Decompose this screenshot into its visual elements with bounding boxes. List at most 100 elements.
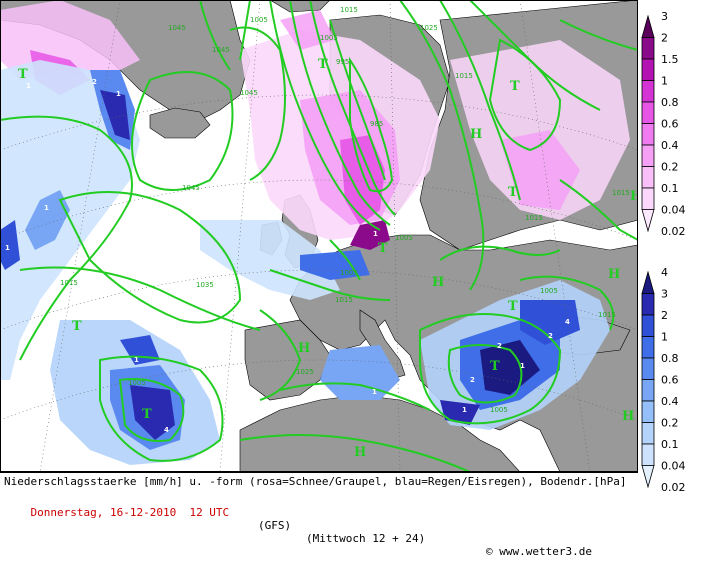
svg-text:2: 2	[92, 78, 97, 86]
high-pressure-center: H	[298, 341, 310, 356]
intensity-markers: 1 2 1 1 1 1 4 1 1 1 2 2 2 4 1 1	[5, 78, 570, 434]
rain-color-scale: 4 3 2 1 0.8 0.6 0.4 0.2 0.1 0.04 0.02	[640, 268, 704, 500]
rain-scale-swatch	[641, 443, 655, 466]
snow-scale-label: 1.5	[661, 53, 679, 66]
pressure-label: 1005	[340, 269, 358, 277]
isobars	[0, 0, 638, 472]
svg-text:1: 1	[5, 244, 10, 252]
low-pressure-center: T	[142, 407, 152, 422]
snow-scale-label: 0.02	[661, 225, 686, 238]
high-pressure-center: H	[630, 189, 638, 204]
snow-color-scale: 3 2 1.5 1 0.8 0.6 0.4 0.2 0.1 0.04 0.02	[640, 12, 704, 244]
snow-scale-label: 0.2	[661, 161, 679, 174]
svg-text:1: 1	[520, 362, 525, 370]
snow-scale-label: 0.6	[661, 118, 679, 131]
rain-scale-label: 2	[661, 309, 668, 322]
rain-scale-swatch	[641, 270, 655, 294]
snow-scale-swatch	[641, 209, 655, 233]
low-pressure-center: T	[508, 299, 518, 314]
pressure-label: 1005	[540, 287, 558, 295]
rain-scale-label: 4	[661, 268, 668, 279]
snow-scale-swatch	[641, 101, 655, 124]
snow-scale-swatch	[641, 80, 655, 103]
svg-text:4: 4	[164, 426, 169, 434]
pressure-label: 985	[370, 120, 383, 128]
svg-text:2: 2	[548, 332, 553, 340]
snow-scale-label: 3	[661, 12, 668, 23]
pressure-label: 1015	[340, 6, 358, 14]
caption-run-info: Donnerstag, 16-12-2010 12 UTC (GFS) (Mit…	[4, 493, 634, 571]
pressure-label: 995	[336, 58, 349, 66]
pressure-label: 1015	[335, 296, 353, 304]
iberia	[244, 319, 331, 401]
low-pressure-center: T	[508, 185, 518, 200]
svg-text:1: 1	[343, 240, 348, 248]
svg-text:2: 2	[470, 376, 475, 384]
svg-text:1: 1	[26, 82, 31, 90]
rain-scale-swatch	[641, 400, 655, 423]
pressure-label: 1025	[420, 24, 438, 32]
high-pressure-center: H	[608, 267, 620, 282]
rain-scale-swatch	[641, 314, 655, 337]
pressure-label: 1045	[182, 184, 200, 192]
model-name: (GFS)	[258, 519, 292, 532]
pressure-label: 1015	[612, 189, 630, 197]
rain-scale-swatch	[641, 379, 655, 402]
pressure-label: 1045	[168, 24, 186, 32]
pressure-labels: 1045 1045 1045 1045 1005 1015 1005 995 9…	[60, 6, 630, 414]
snow-scale-label: 0.1	[661, 182, 679, 195]
rain-scale-label: 0.2	[661, 417, 679, 430]
snow-scale-label: 0.4	[661, 139, 679, 152]
snow-scale-swatch	[641, 166, 655, 189]
snow-scale-label: 0.04	[661, 204, 686, 217]
rain-scale-swatch	[641, 293, 655, 316]
svg-text:1: 1	[44, 204, 49, 212]
snow-scale-label: 1	[661, 75, 668, 88]
rain-scale-label: 0.02	[661, 481, 686, 494]
rain-scale-label: 0.1	[661, 438, 679, 451]
rain-scale-swatch	[641, 465, 655, 489]
low-pressure-center: T	[318, 57, 328, 72]
high-pressure-center: H	[470, 127, 482, 142]
svg-text:4: 4	[565, 318, 570, 326]
svg-text:1: 1	[462, 406, 467, 414]
snow-scale-swatch	[641, 37, 655, 60]
svg-text:1: 1	[116, 90, 121, 98]
snow-scale-swatch	[641, 14, 655, 38]
pressure-label: 1045	[212, 46, 230, 54]
low-pressure-center: T	[72, 319, 82, 334]
snow-scale-swatch	[641, 58, 655, 81]
svg-text:1: 1	[372, 388, 377, 396]
caption-panel: Niederschlagsstaerke [mm/h] u. -form (ro…	[0, 472, 638, 558]
pressure-label: 1025	[296, 368, 314, 376]
low-pressure-center: T	[378, 241, 388, 256]
caption-description: Niederschlagsstaerke [mm/h] u. -form (ro…	[4, 475, 627, 488]
rain-scale-label: 1	[661, 331, 668, 344]
iceland	[149, 107, 211, 139]
svg-text:1: 1	[373, 230, 378, 238]
high-pressure-center: H	[432, 275, 444, 290]
pressure-label: 1015	[598, 311, 616, 319]
rain-scale-swatch	[641, 422, 655, 445]
pressure-label: 1005	[395, 234, 413, 242]
rain-scale-label: 0.6	[661, 374, 679, 387]
pressure-label: 1005	[250, 16, 268, 24]
pressure-label: 1045	[240, 89, 258, 97]
snow-scale-swatch	[641, 187, 655, 210]
precipitation-map: 1045 1045 1045 1045 1005 1015 1005 995 9…	[0, 0, 638, 472]
snow-scale-swatch	[641, 144, 655, 167]
pressure-label: 1015	[525, 214, 543, 222]
svg-text:1: 1	[134, 356, 139, 364]
pressure-label: 1005	[128, 379, 146, 387]
pressure-label: 1015	[60, 279, 78, 287]
pressure-label: 1005	[490, 406, 508, 414]
rain-scale-swatch	[641, 357, 655, 380]
pressure-label: 1035	[196, 281, 214, 289]
low-pressure-center: T	[490, 359, 500, 374]
snow-scale-label: 2	[661, 32, 668, 45]
high-pressure-center: H	[622, 409, 634, 424]
rain-scale-label: 0.4	[661, 395, 679, 408]
pressure-label: 1015	[455, 72, 473, 80]
low-pressure-center: T	[18, 67, 28, 82]
copyright-link[interactable]: © www.wetter3.de	[486, 545, 592, 558]
